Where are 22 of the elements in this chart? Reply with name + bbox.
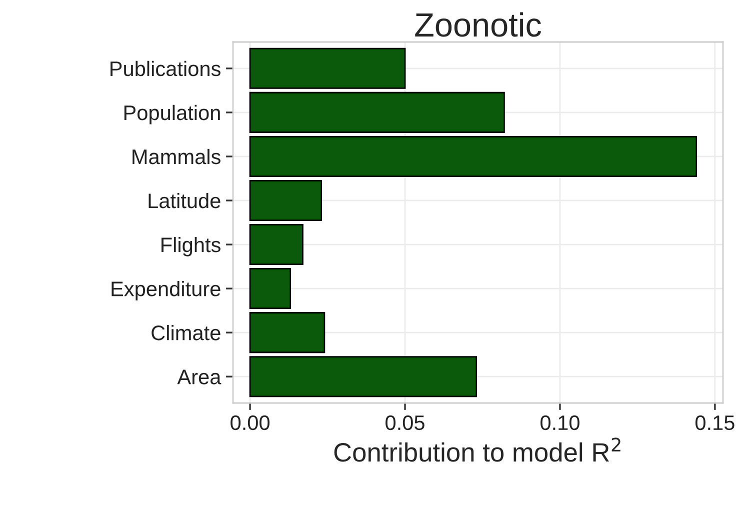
x-tick-label: 0.05: [386, 415, 424, 430]
bar: [249, 180, 322, 221]
x-tick-label: 0.10: [540, 415, 580, 430]
y-tick-label: Population: [124, 104, 220, 124]
bar: [249, 268, 292, 310]
bar: [249, 48, 406, 89]
bar: [249, 356, 477, 398]
x-axis-title: Contribution to model R$^{2}$: [334, 438, 620, 462]
y-tick-label: Latitude: [148, 192, 220, 208]
y-tick-label: Flights: [162, 236, 220, 256]
x-tick-label: 0.00: [230, 415, 270, 430]
y-tick-label: Expenditure: [112, 280, 220, 300]
y-tick-label: Mammals: [132, 148, 220, 164]
bar: [249, 312, 326, 354]
y-tick-label: Area: [177, 370, 222, 384]
chart-title: Zoonotic: [415, 12, 542, 37]
x-tick-label: 0.15: [695, 415, 734, 430]
bar: [249, 136, 698, 177]
y-tick-label: Climate: [152, 325, 220, 340]
bar: [249, 92, 505, 133]
bar: [249, 224, 304, 266]
y-tick-label: Publications: [110, 60, 220, 76]
